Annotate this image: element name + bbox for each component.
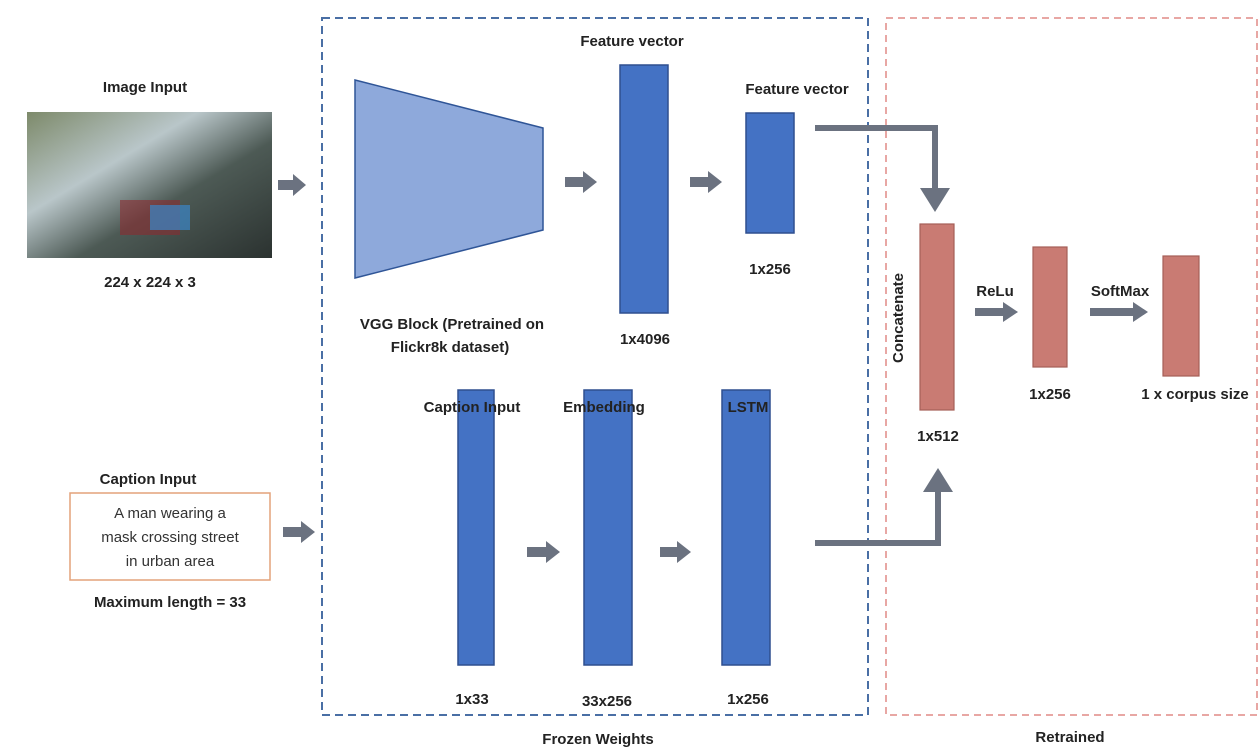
label: SoftMax: [1091, 283, 1150, 300]
elbow-arrow: [815, 128, 935, 192]
label: 1x33: [455, 691, 488, 708]
softmax-layer: [1163, 256, 1199, 376]
label: 1x256: [727, 691, 769, 708]
label: Caption Input: [424, 399, 521, 416]
arrow: [660, 541, 691, 563]
label: Maximum length = 33: [94, 594, 246, 611]
feature-layer: [620, 65, 668, 313]
label: LSTM: [728, 399, 769, 416]
label: Flickr8k dataset): [391, 339, 509, 356]
input-image: [27, 112, 272, 258]
label: Caption Input: [100, 471, 197, 488]
arrow: [690, 171, 722, 193]
label: Image Input: [103, 79, 187, 96]
lstm-layer: [722, 390, 770, 665]
relu-layer: [1033, 247, 1067, 367]
label: ReLu: [976, 283, 1014, 300]
arrow: [1090, 302, 1148, 322]
caption-text: in urban area: [126, 553, 215, 570]
arrow: [975, 302, 1018, 322]
arrow: [527, 541, 560, 563]
label: 224 x 224 x 3: [104, 274, 196, 291]
label: 1 x corpus size: [1141, 386, 1249, 403]
label: 1x256: [749, 261, 791, 278]
arrow: [283, 521, 315, 543]
arrowhead: [923, 468, 953, 492]
concat-layer: [920, 224, 954, 410]
caption-text: mask crossing street: [101, 529, 239, 546]
label: Feature vector: [745, 81, 849, 98]
elbow-arrow: [815, 488, 938, 543]
caption-text: A man wearing a: [114, 505, 226, 522]
label: Feature vector: [580, 33, 684, 50]
label: Concatenate: [890, 273, 907, 363]
group-label: Frozen Weights: [542, 731, 653, 748]
arrow: [565, 171, 597, 193]
label: 1x4096: [620, 331, 670, 348]
diagram: Image Input 224 x 224 x 3 Caption Input …: [0, 0, 1260, 750]
label: 1x256: [1029, 386, 1071, 403]
arrowhead: [920, 188, 950, 212]
vgg-block: [355, 80, 543, 278]
arrow: [278, 174, 306, 196]
label: Embedding: [563, 399, 645, 416]
label: 1x512: [917, 428, 959, 445]
label: VGG Block (Pretrained on: [360, 316, 544, 333]
feature-layer: [746, 113, 794, 233]
label: 33x256: [582, 693, 632, 710]
group-label: Retrained: [1035, 729, 1104, 746]
image-detail: [150, 205, 190, 230]
caption-layer: [458, 390, 494, 665]
embedding-layer: [584, 390, 632, 665]
